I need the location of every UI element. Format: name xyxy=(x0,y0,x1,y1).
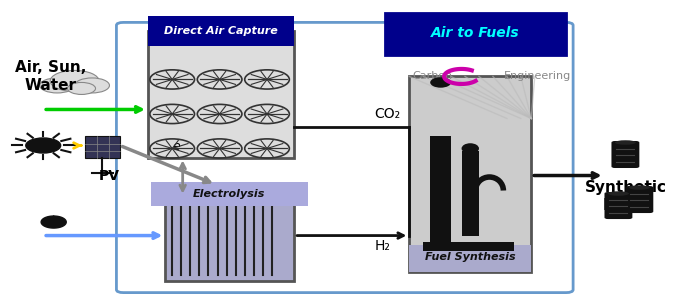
Ellipse shape xyxy=(461,143,479,154)
FancyBboxPatch shape xyxy=(605,192,632,219)
Polygon shape xyxy=(46,216,62,224)
Bar xyxy=(410,76,531,271)
Bar xyxy=(151,181,308,205)
Text: Direct Air Capture: Direct Air Capture xyxy=(164,26,278,36)
Bar xyxy=(461,152,479,235)
Bar xyxy=(430,136,451,251)
Text: Air, Sun,
Water: Air, Sun, Water xyxy=(15,60,86,93)
Circle shape xyxy=(75,78,109,93)
Text: e: e xyxy=(172,141,180,154)
Circle shape xyxy=(68,82,95,95)
Text: Air to Fuels: Air to Fuels xyxy=(431,26,520,40)
Text: PV: PV xyxy=(99,168,120,182)
Polygon shape xyxy=(41,216,66,228)
Text: Engineering: Engineering xyxy=(503,72,570,82)
Text: CO₂: CO₂ xyxy=(374,107,400,121)
Text: Electrolysis: Electrolysis xyxy=(193,188,265,198)
Text: Synthetic
Fuels: Synthetic Fuels xyxy=(584,180,666,213)
Ellipse shape xyxy=(430,77,451,88)
Bar xyxy=(148,16,294,46)
Bar xyxy=(385,13,566,55)
FancyBboxPatch shape xyxy=(625,186,653,213)
Bar xyxy=(424,241,514,251)
Circle shape xyxy=(40,78,75,93)
Text: Carbon: Carbon xyxy=(413,72,453,82)
Ellipse shape xyxy=(608,191,629,196)
Bar xyxy=(85,136,120,158)
Text: Fuel Synthesis: Fuel Synthesis xyxy=(425,252,515,262)
Text: H₂: H₂ xyxy=(374,239,391,253)
FancyBboxPatch shape xyxy=(612,141,639,168)
Circle shape xyxy=(26,138,61,153)
Ellipse shape xyxy=(615,140,636,145)
Bar xyxy=(165,197,294,281)
Bar xyxy=(410,245,531,271)
Circle shape xyxy=(50,70,99,92)
Ellipse shape xyxy=(629,185,650,190)
Bar xyxy=(148,32,294,158)
